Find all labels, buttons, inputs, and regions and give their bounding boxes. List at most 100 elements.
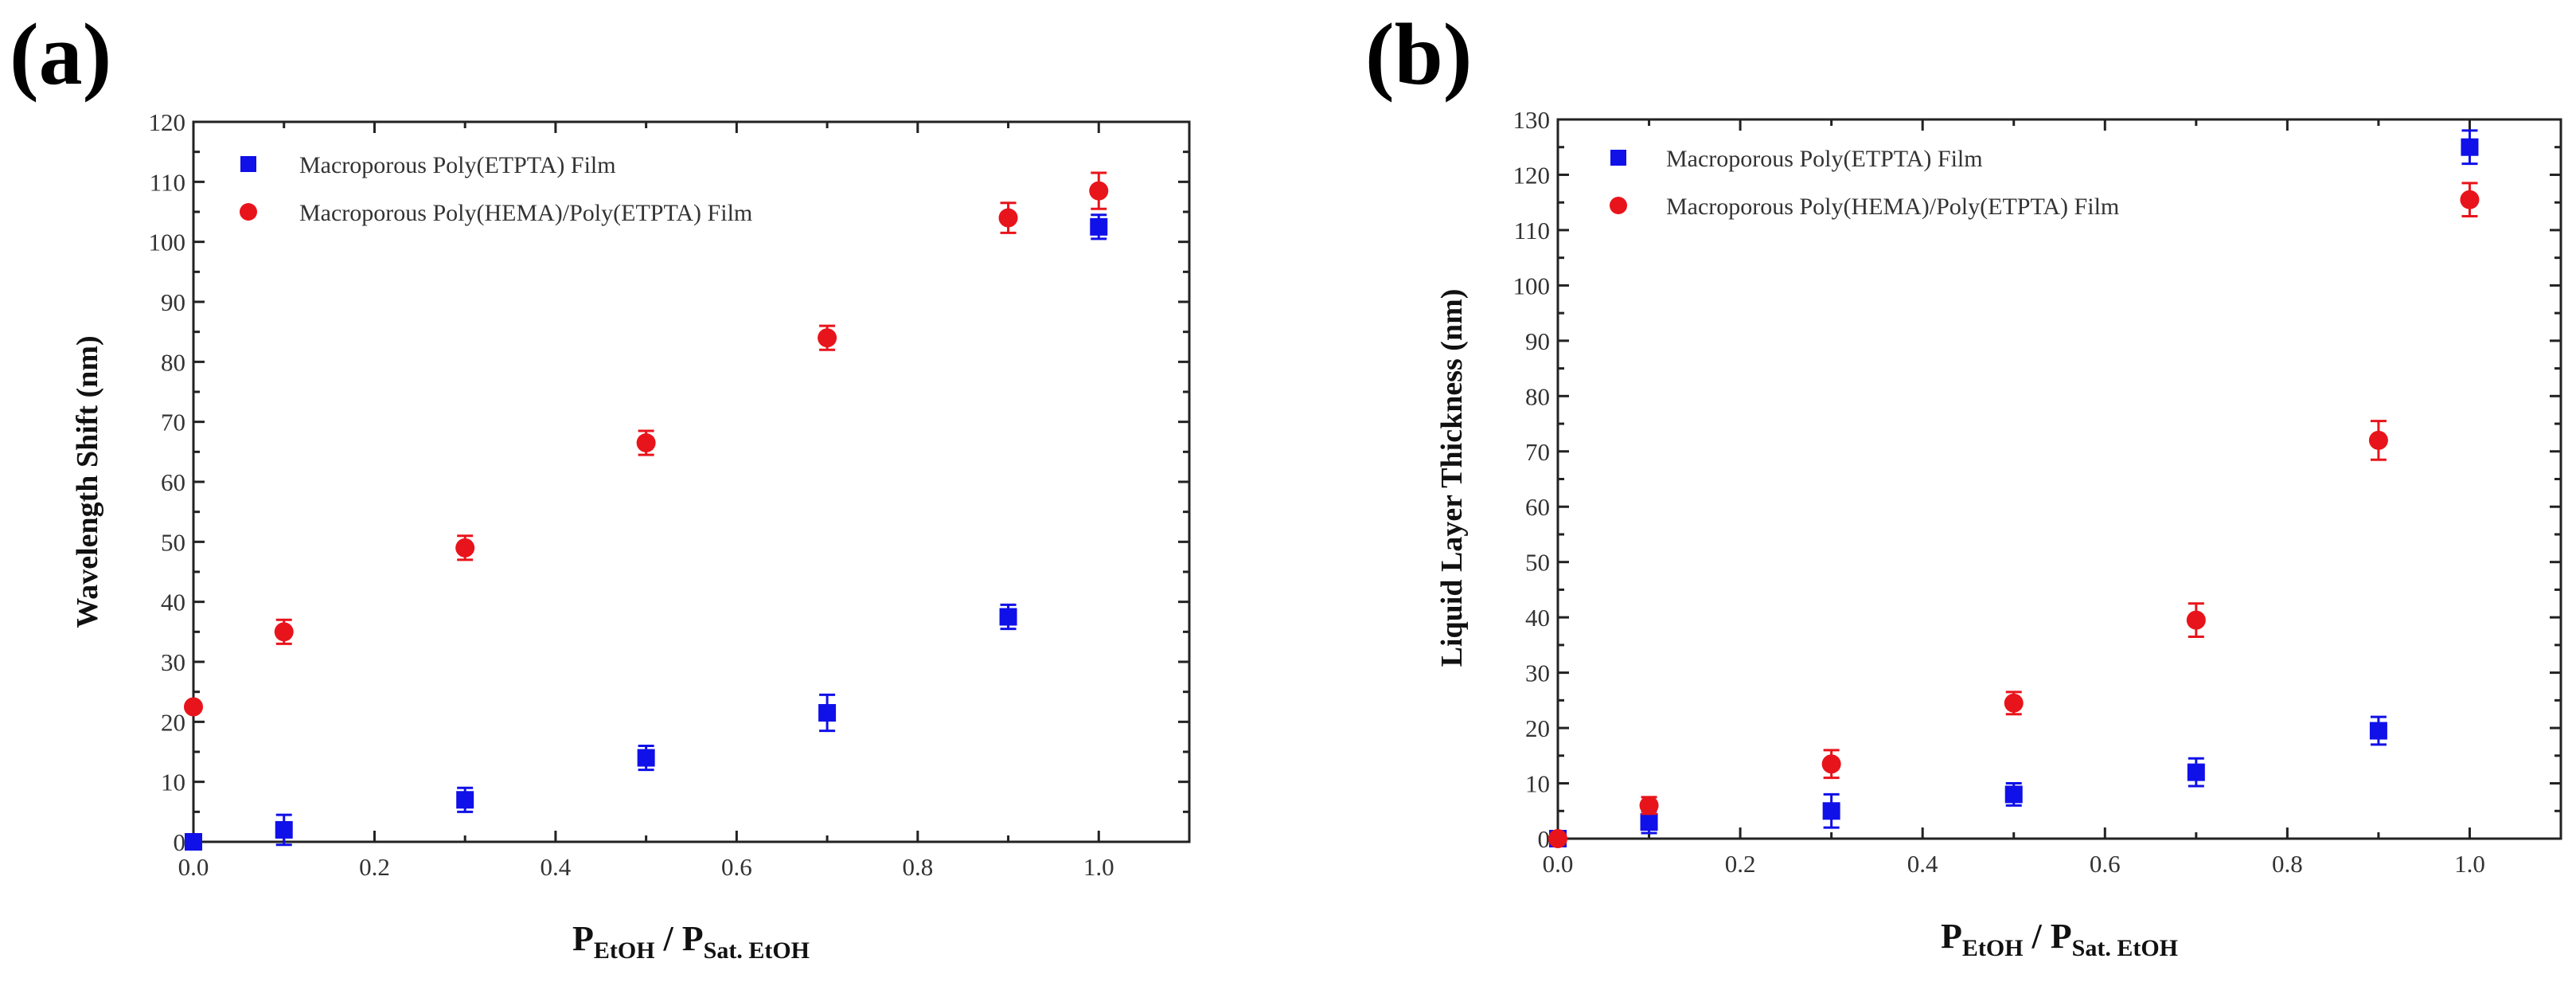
x-axis-title-sep-b: / P [2024,917,2072,956]
x-tick-label-a: 0.2 [359,853,390,881]
y-tick-label-b: 130 [1513,106,1551,134]
data-point-square [456,791,474,809]
x-axis-title-sub1-a: EtOH [594,937,655,964]
x-axis-title-sep-a: / P [655,919,704,958]
data-point-square [185,833,202,851]
data-point-square [1090,217,1108,236]
data-point-square [2369,722,2387,740]
y-tick-label-a: 30 [161,648,185,676]
x-ticks-a: 0.0 0.2 0.4 0.6 0.8 1.0 [178,122,1191,881]
panel-label-a: (a) [10,6,111,103]
y-tick-label-a: 50 [161,528,185,556]
y-tick-label-a: 100 [149,229,186,256]
y-tick-label-b: 60 [1525,493,1550,521]
x-axis-title-sub2-b: Sat. EtOH [2072,935,2178,961]
x-axis-title-sub1-b: EtOH [1962,935,2024,961]
y-axis-title-b: Liquid Layer Thickness (nm) [1435,289,1469,667]
data-point-circle [2186,610,2206,630]
x-tick-label-b: 0.2 [1725,850,1756,878]
data-point-square [275,820,293,839]
plot-frame-b [1556,118,2562,840]
data-point-square [1822,802,1840,820]
y-tick-label-b: 50 [1525,549,1550,577]
x-tick-label-b: 0.4 [1907,850,1938,878]
data-point-circle [818,328,837,348]
data-point-circle [636,433,656,453]
y-tick-label-a: 70 [161,409,185,436]
y-axis-title-a: Wavelength Shift (nm) [71,335,104,628]
y-tick-label-b: 10 [1525,770,1550,798]
legend-marker-circle-b [1610,197,1627,214]
y-tick-label-b: 0 [1538,825,1551,853]
legend-marker-circle-a [240,203,257,221]
y-tick-label-a: 90 [161,288,185,316]
data-point-circle [2368,430,2388,450]
x-tick-label-b: 0.0 [1543,850,1574,878]
data-point-square [818,704,837,722]
y-tick-label-a: 110 [150,168,185,196]
data-point-circle [455,538,475,558]
data-point-square [2461,138,2479,156]
y-tick-label-a: 120 [149,108,186,136]
x-ticks-b: 0.0 0.2 0.4 0.6 0.8 1.0 [1543,119,2562,878]
data-point-circle [274,622,294,642]
x-tick-label-b: 0.8 [2272,850,2303,878]
legend-marker-square-a [240,156,256,172]
data-point-circle [1548,829,1567,848]
x-axis-title-main-a: P [572,919,594,958]
data-point-square [2004,785,2023,804]
x-tick-label-a: 0.4 [541,853,572,881]
x-tick-label-a: 0.8 [902,853,933,881]
data-point-circle [1639,796,1659,816]
x-tick-label-b: 1.0 [2454,850,2485,878]
y-tick-label-a: 60 [161,468,185,496]
y-tick-label-b: 70 [1525,438,1550,466]
x-tick-label-a: 0.0 [178,853,209,881]
legend-b: Macroporous Poly(ETPTA) Film Macroporous… [1610,146,2119,220]
legend-label-etpta-a: Macroporous Poly(ETPTA) Film [299,152,616,178]
data-points-b [1548,129,2480,848]
y-tick-label-b: 80 [1525,382,1550,410]
y-tick-label-b: 20 [1525,714,1550,742]
data-point-square [999,608,1017,626]
panel-label-b: (b) [1365,6,1472,103]
data-point-circle [2004,693,2024,713]
y-ticks-a: 0 10 20 30 40 50 60 70 80 90 100 110 120 [149,108,1189,856]
y-tick-label-b: 120 [1513,161,1551,189]
data-point-square [2187,763,2205,781]
data-point-circle [1089,181,1109,201]
y-tick-label-a: 80 [161,348,185,376]
legend-label-hema-b: Macroporous Poly(HEMA)/Poly(ETPTA) Film [1666,194,2119,220]
y-tick-label-a: 20 [161,708,185,736]
data-points-a [184,171,1109,851]
data-point-circle [1821,754,1841,774]
x-tick-label-a: 0.6 [721,853,752,881]
data-point-circle [998,208,1018,228]
y-tick-label-b: 90 [1525,327,1550,355]
x-axis-title-sub2-a: Sat. EtOH [704,937,810,964]
legend-a: Macroporous Poly(ETPTA) Film Macroporous… [240,152,752,226]
x-axis-title-a: PEtOH / PSat. EtOH [572,919,810,964]
legend-label-hema-a: Macroporous Poly(HEMA)/Poly(ETPTA) Film [299,200,752,226]
x-tick-label-b: 0.6 [2090,850,2121,878]
y-tick-label-a: 0 [174,828,186,856]
y-tick-label-b: 30 [1525,659,1550,687]
legend-marker-square-b [1610,150,1626,166]
x-axis-title-main-b: P [1941,917,1962,956]
y-tick-label-b: 40 [1525,604,1550,632]
plot-frame-a [192,120,1191,843]
data-point-circle [184,697,203,717]
y-tick-label-a: 10 [161,769,185,796]
x-axis-title-b: PEtOH / PSat. EtOH [1941,917,2178,961]
y-tick-label-b: 110 [1514,217,1550,245]
data-point-square [1640,813,1658,831]
y-tick-label-a: 40 [161,589,185,616]
data-point-square [637,749,655,767]
y-tick-label-b: 100 [1513,272,1551,299]
x-tick-label-a: 1.0 [1083,853,1114,881]
data-point-circle [2460,190,2480,209]
legend-label-etpta-b: Macroporous Poly(ETPTA) Film [1666,146,1983,172]
